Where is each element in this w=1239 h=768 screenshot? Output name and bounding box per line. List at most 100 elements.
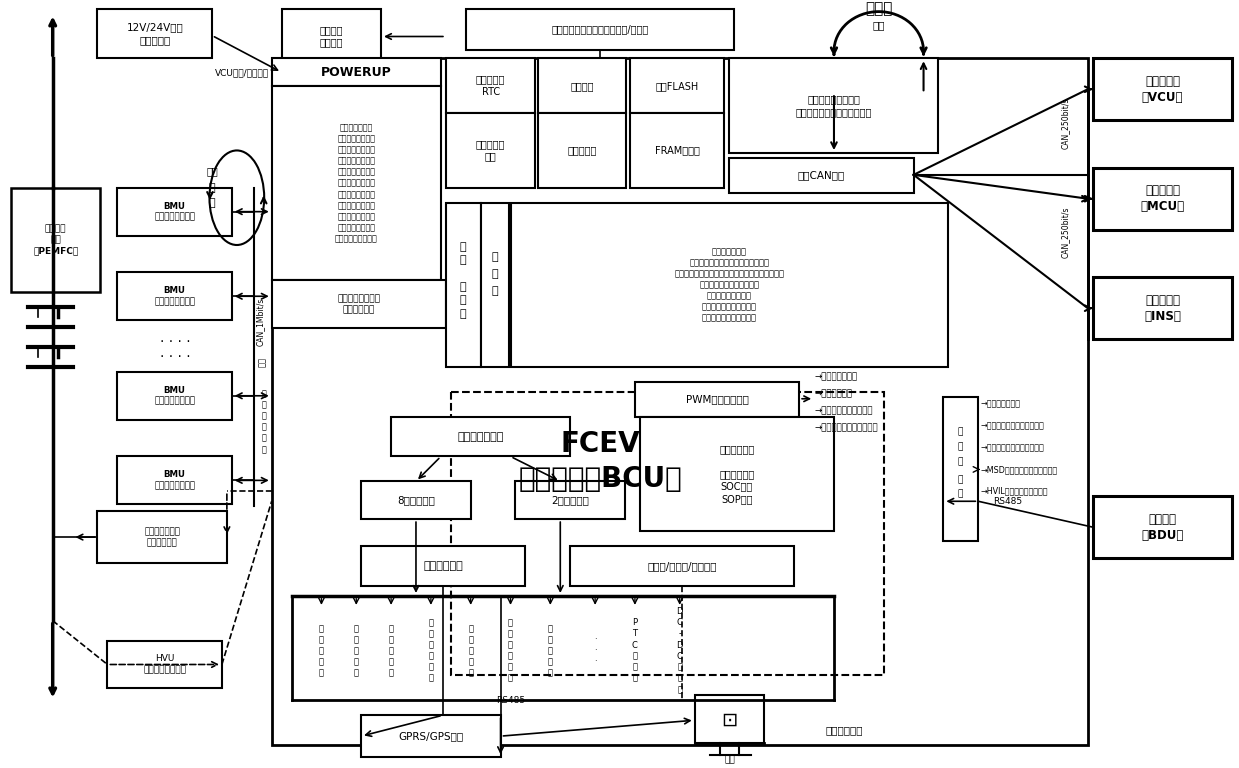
Text: 遥: 遥	[492, 253, 498, 263]
Text: BMU
（单体监测单元）: BMU （单体监测单元）	[154, 386, 195, 406]
Bar	[118, 372, 232, 419]
Text: →HVIL高压互锁信号状态量: →HVIL高压互锁信号状态量	[980, 487, 1048, 496]
Bar	[108, 641, 222, 688]
Bar	[271, 280, 446, 328]
Text: 主
正
继
电
器: 主 正 继 电 器	[354, 624, 359, 677]
Text: CAN_1Mbit/s: CAN_1Mbit/s	[256, 298, 265, 346]
Text: · · · ·: · · · ·	[160, 350, 191, 364]
Bar	[539, 58, 626, 113]
Bar	[1093, 58, 1232, 120]
Text: 预
充
继
电
器: 预 充 继 电 器	[389, 624, 394, 677]
Text: 延时掉电: 延时掉电	[570, 81, 593, 91]
Bar	[451, 392, 883, 675]
Bar	[629, 58, 725, 113]
Text: 带纽扣电池
RTC: 带纽扣电池 RTC	[476, 74, 506, 97]
Text: 组合仪表盘
（INS）: 组合仪表盘 （INS）	[1144, 293, 1181, 323]
Text: HVU
（绝缘监测单元）: HVU （绝缘监测单元）	[144, 654, 186, 674]
Text: →总负继电器辅助触点状态量: →总负继电器辅助触点状态量	[980, 443, 1044, 452]
Bar	[1093, 496, 1232, 558]
Bar	[510, 203, 948, 367]
Bar	[515, 482, 624, 519]
Text: 关键: 关键	[872, 21, 885, 31]
Text: 硬件看门狗: 硬件看门狗	[567, 145, 597, 155]
Text: 他: 他	[460, 256, 466, 266]
Text: 遥测量: 遥测量	[865, 1, 892, 16]
Text: 主
负
继
电
器: 主 负 继 电 器	[318, 624, 323, 677]
Text: 核心算法计算

电池内阻测算
SOC估算
SOP估算: 核心算法计算 电池内阻测算 SOC估算 SOP估算	[720, 444, 755, 504]
Text: VCU唤醒/充电唤醒: VCU唤醒/充电唤醒	[214, 69, 269, 78]
Text: BMU
（单体监测单元）: BMU （单体监测单元）	[154, 202, 195, 222]
Bar	[11, 187, 100, 293]
Bar	[539, 113, 626, 187]
Text: 氢燃料电
池组
（PEMFC）: 氢燃料电 池组 （PEMFC）	[33, 224, 78, 256]
Text: 电机控制器
（MCU）: 电机控制器 （MCU）	[1140, 184, 1184, 214]
Text: FRAM存储器: FRAM存储器	[654, 145, 700, 155]
Text: GPRS/GPS模块: GPRS/GPS模块	[398, 731, 463, 741]
Bar	[943, 397, 979, 541]
Text: 高压继电器控制: 高压继电器控制	[457, 432, 504, 442]
Bar	[118, 456, 232, 505]
Text: 整车CAN通信: 整车CAN通信	[798, 170, 845, 180]
Text: 量: 量	[208, 197, 216, 207]
Text: PWM调速信号输出: PWM调速信号输出	[685, 394, 748, 404]
Text: CAN_250bit/s: CAN_250bit/s	[1061, 207, 1069, 258]
Text: BMU
（单体监测单元）: BMU （单体监测单元）	[154, 470, 195, 491]
Text: 氢
气
侧
排
水
阀: 氢 气 侧 排 水 阀	[508, 618, 513, 683]
Bar	[98, 511, 227, 563]
Text: 量: 量	[460, 310, 466, 319]
Text: 氢
气
道
通
气
阀: 氢 气 道 通 气 阀	[429, 618, 434, 683]
Text: 测: 测	[492, 270, 498, 280]
Text: 电堆前端总电压检测
电堆后端（预充）总电压检测: 电堆前端总电压检测 电堆后端（预充）总电压检测	[795, 94, 872, 117]
Bar	[1093, 168, 1232, 230]
Text: 集: 集	[958, 490, 963, 498]
Text: →冷却液循环水泵调速器: →冷却液循环水泵调速器	[814, 406, 872, 415]
Text: 量: 量	[958, 457, 963, 466]
Bar	[281, 8, 382, 64]
Text: RS485: RS485	[994, 497, 1022, 506]
Text: 放
电
电
流
检
测: 放 电 电 流 检 测	[261, 389, 266, 454]
Bar	[446, 113, 535, 187]
Text: 采: 采	[958, 475, 963, 484]
Text: BMU
（单体监测单元）: BMU （单体监测单元）	[154, 286, 195, 306]
Text: D
C
-
D
C
继
电
器: D C - D C 继 电 器	[676, 607, 683, 694]
Bar	[271, 58, 441, 86]
Bar	[639, 417, 834, 531]
Text: 关键: 关键	[206, 166, 218, 176]
Text: 地方企业平台: 地方企业平台	[825, 725, 862, 735]
Text: →常火接入运行量: →常火接入运行量	[980, 399, 1020, 409]
Text: 霍尔电流传感器
（微分视窗）: 霍尔电流传感器 （微分视窗）	[144, 527, 180, 547]
Bar	[1093, 277, 1232, 339]
Bar	[634, 382, 799, 417]
Text: 存储历史数据实时数据（报警/保护）: 存储历史数据实时数据（报警/保护）	[551, 25, 649, 35]
Bar	[481, 203, 508, 367]
Bar	[362, 482, 471, 519]
Text: 低功耗休眠
模式: 低功耗休眠 模式	[476, 139, 506, 161]
Text: 数据远传接口: 数据远传接口	[424, 561, 463, 571]
Bar	[570, 546, 794, 586]
Bar	[362, 546, 525, 586]
Text: 12V/24V车载
低压蓄电池: 12V/24V车载 低压蓄电池	[126, 22, 183, 45]
Text: · · · ·: · · · ·	[160, 335, 191, 349]
Text: P
T
C
继
电
器: P T C 继 电 器	[632, 618, 638, 683]
Text: 上位机/触摸屏/蓝牙接口: 上位机/触摸屏/蓝牙接口	[648, 561, 717, 571]
Text: 氢气进气口压力
电堆氢气入口压力
电堆氢气出口压力
电堆空气入口温度
电堆空气入口压力
电堆空气出口温度
电堆空气出口压力
电堆冷却入口压力
电堆冷却入口温度
: 氢气进气口压力 电堆氢气入口压力 电堆氢气出口压力 电堆空气入口温度 电堆空气入…	[335, 124, 378, 243]
Bar	[362, 715, 501, 757]
Text: 测: 测	[208, 183, 216, 193]
Text: 整车控制器
（VCU）: 整车控制器 （VCU）	[1141, 74, 1183, 104]
Text: 单体电池电压数据
电池温度数据: 单体电池电压数据 电池温度数据	[337, 294, 380, 314]
Text: →空压机调速器: →空压机调速器	[814, 389, 852, 399]
Text: RS485: RS485	[496, 696, 525, 705]
Bar	[271, 58, 1088, 745]
Bar	[730, 158, 913, 193]
Text: ·
·
·: · · ·	[593, 635, 596, 666]
Text: 氢
气
供
气
阀: 氢 气 供 气 阀	[468, 624, 473, 677]
Bar	[271, 86, 441, 280]
Text: ⊡: ⊡	[721, 710, 737, 730]
Text: 实时时钟
精确定时: 实时时钟 精确定时	[320, 25, 343, 47]
Text: POWERUP: POWERUP	[321, 66, 392, 79]
Bar	[466, 8, 735, 51]
Text: 其: 其	[460, 243, 466, 253]
Text: →氢循环泵调速器: →氢循环泵调速器	[814, 372, 857, 382]
Text: 测: 测	[460, 295, 466, 305]
Text: 上传: 上传	[258, 357, 268, 367]
